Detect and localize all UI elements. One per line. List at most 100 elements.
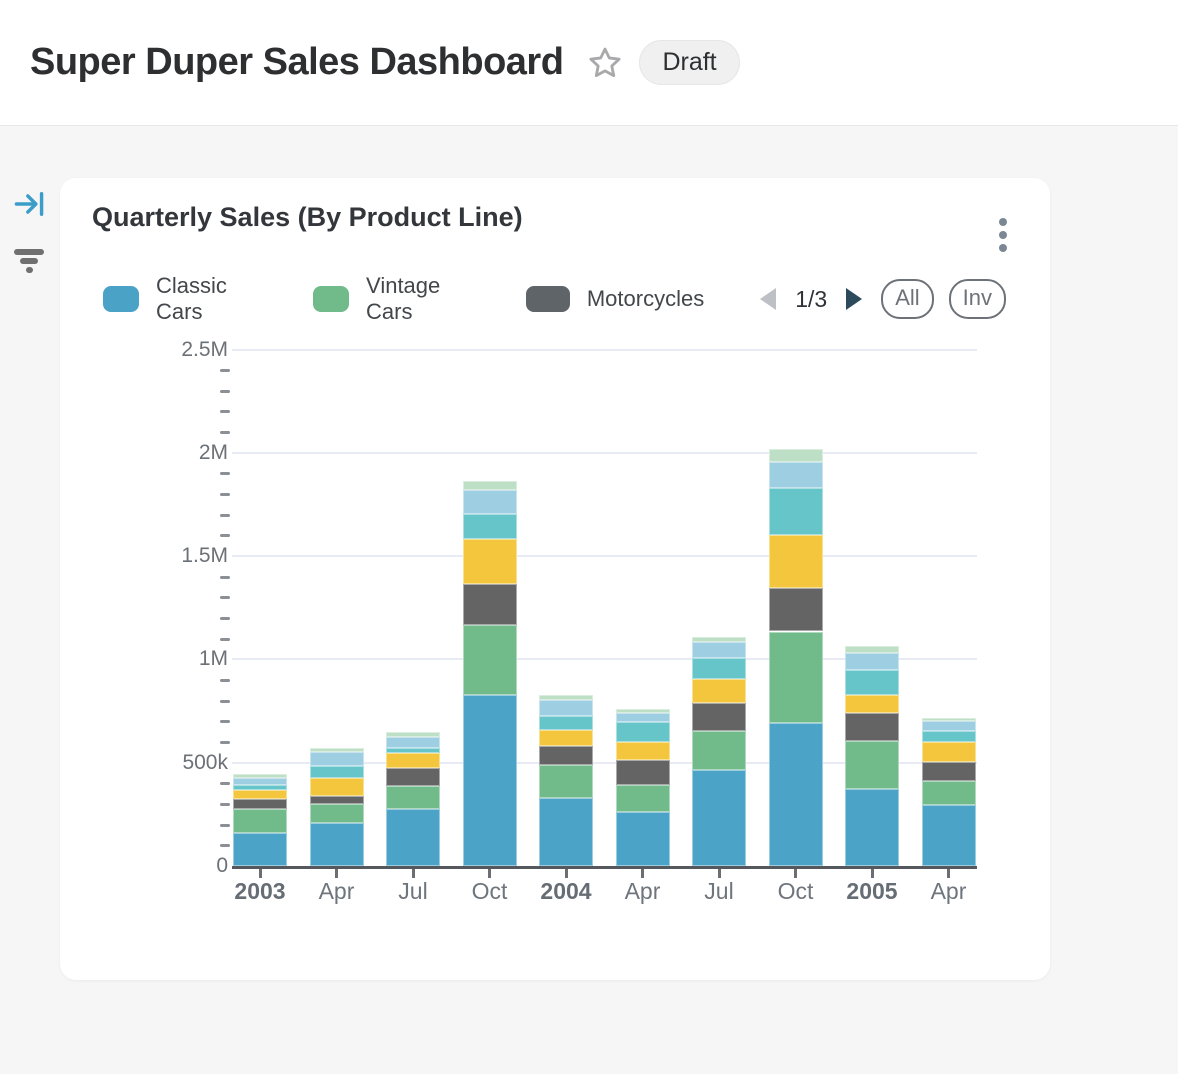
bar-segment[interactable] <box>386 767 440 787</box>
bar-segment[interactable] <box>462 489 517 514</box>
bar-segment[interactable] <box>692 657 746 679</box>
bar-segment[interactable] <box>615 760 670 785</box>
bar-segment[interactable] <box>539 700 593 716</box>
bar-segment[interactable] <box>845 789 899 866</box>
bar-segment[interactable] <box>539 694 593 701</box>
bar-segment[interactable] <box>921 742 976 762</box>
bar-segment[interactable] <box>309 823 364 866</box>
bar-segment[interactable] <box>921 805 976 866</box>
stacked-bar-chart: 2.5M 2M 1.5M 1M 500k 0 2003 Apr Jul Oct 2004 Apr Jul… <box>60 178 1050 980</box>
y-axis-minor-tick <box>220 679 230 683</box>
bar-segment[interactable] <box>768 588 823 632</box>
legend-item-motorcycles[interactable]: Motorcycles <box>525 286 704 312</box>
bar-segment[interactable] <box>386 786 440 810</box>
bar-segment[interactable] <box>233 808 287 833</box>
bar-segment[interactable] <box>233 799 287 809</box>
filter-icon[interactable] <box>12 241 46 275</box>
bar-segment[interactable] <box>386 736 440 749</box>
collapse-panel-icon[interactable] <box>12 187 46 221</box>
bar-segment[interactable] <box>845 695 899 714</box>
bar-segment[interactable] <box>309 752 364 767</box>
bar-segment[interactable] <box>462 584 517 626</box>
bar-segment[interactable] <box>692 769 746 866</box>
legend-select-all-button[interactable]: All <box>881 279 934 319</box>
x-axis-tick <box>258 869 262 878</box>
x-axis-label: Apr <box>624 878 661 904</box>
x-axis-tick <box>488 869 491 878</box>
bar-segment[interactable] <box>768 535 823 589</box>
bar-segment[interactable] <box>233 789 287 800</box>
y-axis-minor-tick <box>220 513 230 517</box>
bar-segment[interactable] <box>921 761 976 781</box>
bar-segment[interactable] <box>462 513 517 539</box>
bar-segment[interactable] <box>233 785 287 790</box>
y-axis-minor-tick <box>220 720 230 724</box>
bar-segment[interactable] <box>462 625 517 696</box>
bar-segment[interactable] <box>615 708 670 713</box>
bar-segment[interactable] <box>692 731 746 770</box>
bar-segment[interactable] <box>615 722 670 743</box>
bar-segment[interactable] <box>539 730 593 746</box>
bar-segment[interactable] <box>845 741 899 790</box>
bar-segment[interactable] <box>921 730 976 743</box>
y-axis-label: 0 <box>216 854 228 877</box>
x-axis-label: 2003 <box>234 878 286 904</box>
legend-swatch <box>525 286 570 312</box>
bar-segment[interactable] <box>768 488 823 536</box>
legend-item-classic-cars[interactable]: Classic Cars <box>103 273 257 325</box>
bar-segment[interactable] <box>386 732 440 737</box>
bar-segment[interactable] <box>309 778 364 796</box>
bar-segment[interactable] <box>233 777 287 786</box>
x-axis-label: Jul <box>398 878 428 904</box>
bar-segment[interactable] <box>462 695 517 866</box>
bar-segment[interactable] <box>309 748 364 753</box>
bar-segment[interactable] <box>233 773 287 778</box>
bar-segment[interactable] <box>768 461 823 489</box>
bar-segment[interactable] <box>921 780 976 806</box>
x-axis-label: 2005 <box>846 878 898 904</box>
bar-segment[interactable] <box>539 764 593 799</box>
y-axis-label: 1M <box>198 647 228 671</box>
y-axis-minor-tick <box>220 575 230 579</box>
legend-prev-icon[interactable] <box>760 288 777 310</box>
bar-segment[interactable] <box>386 748 440 753</box>
bar-segment[interactable] <box>692 637 746 643</box>
bar-segment[interactable] <box>921 720 976 731</box>
bar-segment[interactable] <box>233 832 287 866</box>
bar-segment[interactable] <box>615 742 670 761</box>
bar-segment[interactable] <box>309 795 364 805</box>
y-axis-minor-tick <box>220 741 230 745</box>
bar-segment[interactable] <box>462 538 517 585</box>
legend-invert-button[interactable]: Inv <box>948 279 1006 319</box>
bar-segment[interactable] <box>309 766 364 779</box>
bar-segment[interactable] <box>692 703 746 732</box>
gridline <box>232 348 977 351</box>
legend-label: Vintage Cars <box>366 273 441 324</box>
x-axis-label: Apr <box>930 878 967 904</box>
bar-segment[interactable] <box>615 812 670 866</box>
bar-segment[interactable] <box>921 717 976 721</box>
bar-segment[interactable] <box>845 713 899 741</box>
bar-segment[interactable] <box>845 652 899 671</box>
favorite-star-icon[interactable] <box>585 43 625 83</box>
bar-segment[interactable] <box>615 712 670 723</box>
bar-segment[interactable] <box>386 752 440 768</box>
bar-segment[interactable] <box>768 723 823 866</box>
bar-segment[interactable] <box>768 449 823 462</box>
bar-segment[interactable] <box>692 678 746 704</box>
y-axis-minor-tick <box>220 534 230 538</box>
bar-segment[interactable] <box>615 784 670 813</box>
legend-next-icon[interactable] <box>846 288 863 310</box>
bar-segment[interactable] <box>845 645 899 653</box>
bar-segment[interactable] <box>462 481 517 490</box>
legend-item-vintage-cars[interactable]: Vintage Cars <box>313 273 470 325</box>
bar-segment[interactable] <box>309 804 364 824</box>
bar-segment[interactable] <box>539 715 593 731</box>
bar-segment[interactable] <box>845 670 899 696</box>
bar-segment[interactable] <box>539 798 593 866</box>
bar-segment[interactable] <box>386 809 440 866</box>
bar-segment[interactable] <box>692 642 746 658</box>
bar-segment[interactable] <box>768 631 823 724</box>
bar-segment[interactable] <box>539 745 593 765</box>
card-menu-kebab-icon[interactable] <box>996 218 1010 258</box>
